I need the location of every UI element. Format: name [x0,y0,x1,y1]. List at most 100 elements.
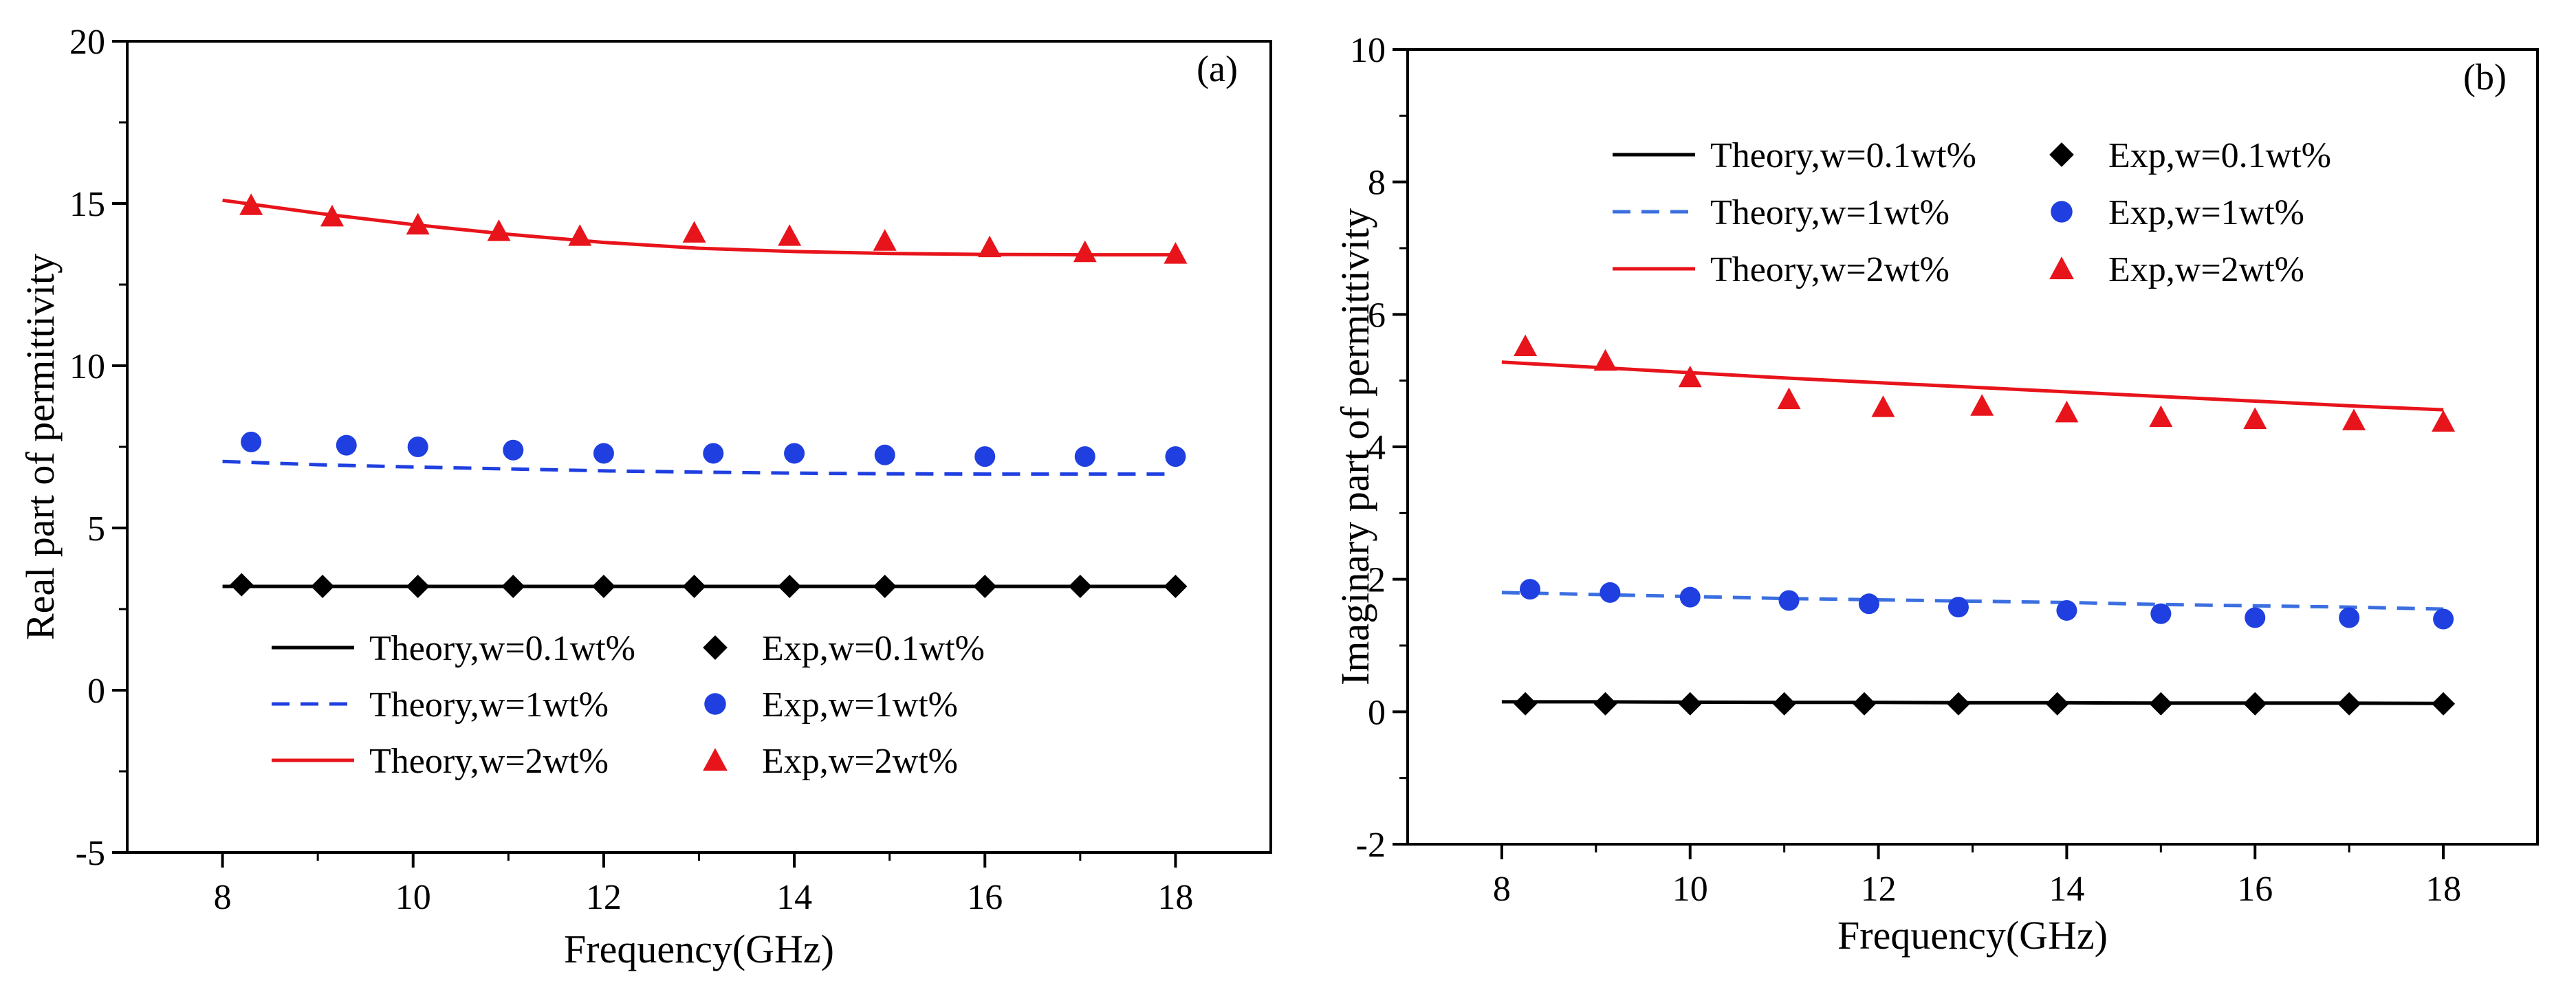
x-axis-title: Frequency(GHz) [1837,913,2108,958]
data-point [241,431,262,452]
series-line [1501,591,2444,611]
series-line [1501,360,2444,412]
y-tick-label: 2 [1368,561,1386,600]
data-point [1164,242,1188,264]
legend-swatch-marker [704,693,726,715]
x-tick-label: 8 [214,878,232,917]
series-line [222,459,1176,476]
data-point [487,219,511,241]
data-point [682,221,706,243]
data-point [2243,407,2267,429]
data-point [2339,607,2360,628]
data-point [406,574,430,598]
data-point [1772,692,1796,716]
data-point [1165,446,1186,467]
x-tick-label: 18 [1157,878,1193,917]
y-tick-label: 20 [69,23,105,62]
series-line [1501,700,2444,705]
series-1 [222,459,1176,476]
data-point [2433,608,2454,630]
data-point [2055,400,2079,423]
y-tick-label: 0 [87,672,105,711]
data-point [230,573,254,597]
legend-swatch-marker [2051,201,2073,223]
data-point [784,443,805,464]
data-point [1519,579,1540,600]
panel-label: (b) [2463,56,2507,98]
data-point [2337,692,2361,716]
data-point [1678,692,1702,716]
y-tick-label: -5 [76,834,105,873]
panel-b: 8 10 12 14 16 18 -2 0 2 4 6 8 10 Frequency(GHz) Imagin… [1333,31,2539,958]
y-tick-label: 6 [1368,296,1386,335]
plot-frame [126,40,1272,854]
x-tick-label: 10 [1672,870,1708,909]
data-point [407,437,428,457]
data-point [2243,692,2267,716]
legend-swatch-marker [2049,142,2074,167]
data-point [2432,410,2456,432]
series-3 [230,573,1188,598]
x-tick-label: 18 [2425,870,2461,909]
data-point [874,444,895,465]
y-tick-label: 10 [1350,31,1386,70]
data-point [1073,240,1097,263]
y-tick-label: -2 [1356,826,1386,865]
x-tick-label: 16 [967,878,1003,917]
data-point [873,574,897,598]
data-point [1593,692,1617,716]
x-tick-label: 10 [395,878,431,917]
legend-label: Theory,w=0.1wt% [1710,136,1976,175]
x-tick-label: 14 [2049,870,2084,909]
legend-label: Exp,w=1wt% [762,685,958,725]
y-axis-title: Imaginary part of permittivity [1333,208,1377,685]
data-point [1678,365,1702,388]
data-point [974,446,996,467]
data-point [320,204,344,227]
data-point [2342,408,2366,430]
data-point [1871,395,1895,417]
data-point [703,443,724,464]
data-point [1947,597,1969,618]
panel-label: (a) [1197,48,1238,89]
data-point [2432,692,2456,716]
data-point [503,439,524,461]
data-point [311,574,335,598]
series-2 [1501,360,2444,412]
data-point [1778,590,1800,611]
x-tick-label: 16 [2237,870,2273,909]
legend-label: Exp,w=1wt% [2108,193,2304,232]
data-point [239,193,263,215]
x-tick-label: 12 [1861,870,1897,909]
y-tick-label: 0 [1368,693,1386,732]
data-point [2150,603,2172,624]
data-point [2149,405,2173,428]
series-2 [222,198,1176,257]
data-point [778,224,802,246]
legend-label: Theory,w=0.1wt% [369,629,635,668]
legend: Theory,w=0.1wt% Theory,w=1wt% Theory,w=2wt… [272,629,985,781]
y-tick-label: 10 [69,347,105,386]
data-point [1679,586,1701,608]
data-point [973,574,997,598]
data-point [1074,446,1095,467]
data-point [1858,593,1879,615]
data-point [978,235,1002,258]
data-point [1514,692,1538,716]
data-point [1514,334,1538,357]
legend-swatch-marker [2049,256,2074,280]
series-line [222,198,1176,257]
data-point [2149,692,2173,716]
legend-label: Theory,w=2wt% [1710,250,1950,289]
data-point [1600,582,1621,603]
data-point [2045,692,2069,716]
data-point [873,229,897,251]
data-point [778,574,802,598]
y-tick-label: 15 [69,185,105,224]
data-point [682,574,706,598]
legend: Theory,w=0.1wt% Theory,w=1wt% Theory,w=2wt… [1613,136,2331,289]
series-5 [1514,334,2456,432]
series-5 [239,193,1188,264]
data-point [1593,349,1617,371]
